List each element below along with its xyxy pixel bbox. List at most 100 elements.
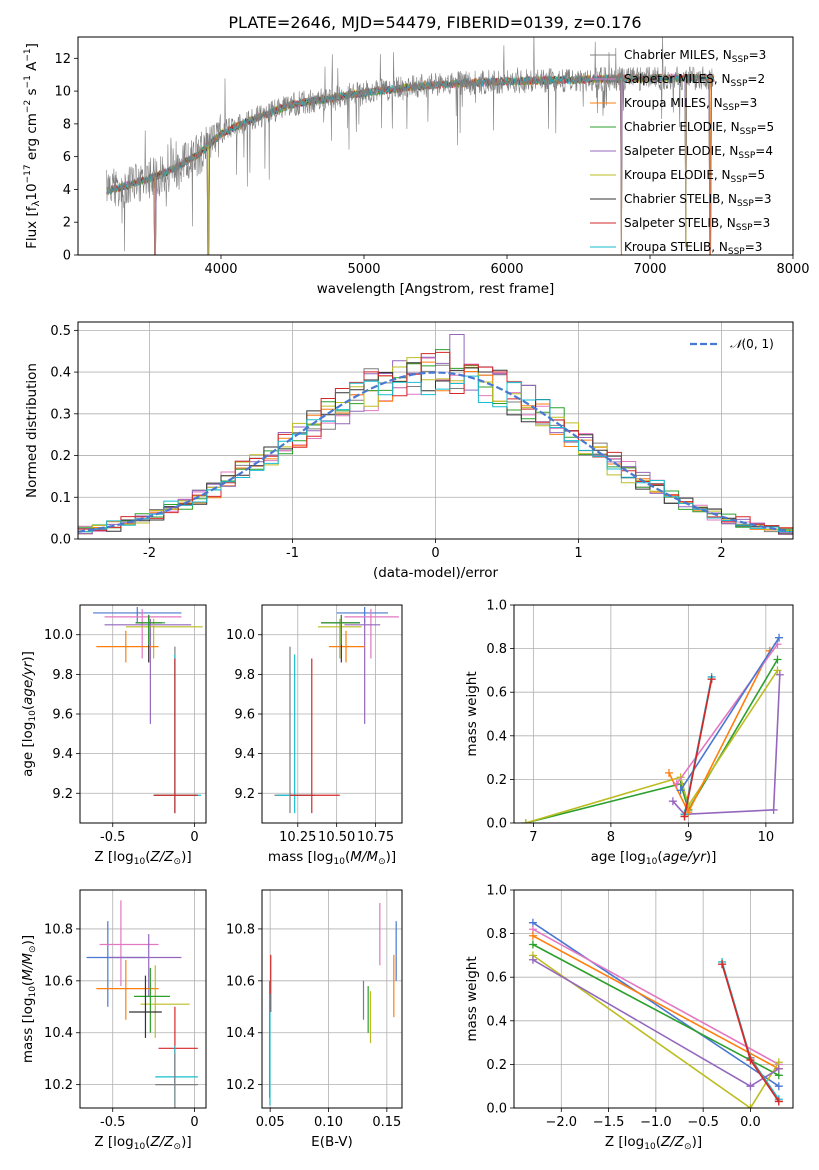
y-axis-label-part: ]: [24, 43, 40, 48]
y-tick-label: 0.3: [50, 407, 71, 422]
legend-entry-text: Salpeter ELODIE, N: [624, 144, 738, 158]
x-axis-label-part: 10: [134, 1142, 146, 1152]
x-tick-label: 10: [758, 830, 775, 845]
y-axis-label-part: λ: [31, 201, 42, 207]
legend-entry-text: Chabrier STELIB, N: [624, 192, 737, 206]
y-axis-label: Normed distribution: [24, 363, 40, 498]
legend-entry-sub: SSP: [731, 79, 748, 89]
y-axis-label-part: mass weight: [464, 671, 480, 756]
y-tick-label: 0.0: [486, 817, 507, 832]
plus-marker: [668, 797, 677, 806]
legend-entry: Salpeter MILES, NSSP=2: [624, 72, 765, 89]
x-tick-label: 10.50: [318, 830, 355, 845]
plot-area-mass_vs_EBV: [268, 902, 397, 1106]
y-axis-label-part: −1: [23, 48, 33, 61]
mass-weight-line: [525, 659, 779, 823]
x-axis-label-part: (: [656, 1134, 661, 1150]
errorbar-point: [96, 960, 159, 1020]
legend-entry-suffix: =3: [740, 96, 758, 110]
legend-entry: 𝒩(0, 1): [730, 337, 774, 351]
x-axis-label: wavelength [Angstrom, rest frame]: [317, 281, 555, 297]
x-axis-label-part: (: [657, 849, 662, 865]
panel-residuals: -2 -1 0 1 2 0.0 0.1 0.2 0.3 0.4 0.5 𝒩(0, 1) (data-mo…: [24, 321, 794, 581]
y-tick-label: 9.8: [52, 668, 73, 683]
y-axis-label-part: ⊙: [28, 945, 38, 953]
x-axis-label-part: )]: [181, 849, 192, 865]
y-tick-label: 0.4: [50, 366, 71, 381]
mass-weight-line: [672, 674, 781, 816]
plot-area-age_vs_mass: [274, 606, 399, 814]
y-tick-label: 10.6: [44, 974, 73, 989]
legend-entry: Kroupa ELODIE, NSSP=5: [624, 168, 765, 185]
y-tick-label: 6: [63, 150, 71, 165]
y-tick-label: 10.2: [226, 1078, 255, 1093]
legend-entry-sub: SSP: [728, 247, 745, 257]
x-axis-label-part: ⊙: [174, 1142, 182, 1152]
x-tick-label: 0.0: [740, 1115, 761, 1130]
x-tick-label: 0.10: [314, 1115, 343, 1130]
plot-area-mass_vs_Z: [86, 900, 198, 1108]
y-axis-label-part: mass [log: [20, 998, 36, 1064]
plus-marker: [707, 675, 716, 684]
x-tick-label: 0: [190, 1115, 198, 1130]
errorbar-point: [135, 614, 166, 645]
plus-marker: [769, 805, 778, 814]
x-axis-label-part: Z [log: [94, 1134, 133, 1150]
y-axis-label-part: 10: [28, 710, 38, 722]
plus-marker: [746, 1104, 755, 1108]
x-axis-label: E(B-V): [311, 1134, 353, 1150]
x-tick-label: 1: [574, 546, 582, 561]
y-tick-label: 0.2: [50, 449, 71, 464]
axes-frame: [77, 36, 794, 256]
axes-frame: [261, 889, 403, 1109]
x-tick-label: −1.0: [640, 1115, 672, 1130]
y-tick-label: 10.0: [44, 628, 73, 643]
x-axis-label-part: Z [log: [94, 849, 133, 865]
plus-marker: [773, 655, 782, 664]
errorbar-point: [134, 967, 170, 1033]
mass-weight-line: [525, 669, 779, 823]
legend-entry: Kroupa MILES, NSSP=3: [624, 96, 757, 113]
plot-area-age_vs_Z: [93, 606, 203, 814]
x-axis-label-part: age/yr: [663, 849, 708, 865]
x-axis-label-part: M/M: [350, 849, 378, 865]
y-axis-label-part: A: [24, 61, 40, 75]
errorbar-point: [321, 614, 360, 645]
x-tick-label: 0.05: [256, 1115, 285, 1130]
x-axis-label-part: )]: [386, 849, 397, 865]
plus-marker: [774, 1097, 783, 1106]
x-axis-label: mass [log10(M/M⊙)]: [268, 849, 396, 867]
x-tick-label: −1.5: [593, 1115, 625, 1130]
errorbar-point: [344, 618, 381, 724]
legend-entry-sub: SSP: [723, 103, 740, 113]
legend-entry-suffix: =3: [753, 216, 771, 230]
y-tick-label: 12: [54, 52, 71, 67]
y-tick-label: 9.6: [52, 708, 73, 723]
y-axis-label: Flux [fλ10−17 erg cm−2 s−1 A−1]: [23, 43, 42, 249]
y-tick-label: 1.0: [486, 884, 507, 899]
plus-marker: [528, 955, 537, 964]
y-axis-label: mass weight: [464, 671, 480, 756]
y-tick-label: 0.1: [50, 491, 71, 506]
plus-marker: [775, 670, 784, 679]
plus-marker: [774, 1064, 783, 1073]
y-axis-label: age [log10(age/yr)]: [20, 651, 38, 777]
plus-marker: [718, 960, 727, 969]
errorbar-point: [129, 975, 162, 1038]
legend-entry-text: Chabrier MILES, N: [624, 48, 732, 62]
x-axis-label-part: 10: [646, 857, 658, 867]
histogram-step: [78, 362, 793, 535]
plus-marker: [774, 1082, 783, 1091]
y-axis-label-part: mass weight: [464, 956, 480, 1041]
x-tick-label: 10.25: [279, 830, 316, 845]
x-axis-label: Z [log10(Z/Z⊙)]: [605, 1134, 702, 1152]
plus-marker: [680, 812, 689, 821]
legend-entry: Salpeter STELIB, NSSP=3: [624, 216, 770, 233]
errorbar-point: [93, 606, 182, 623]
errorbar-point: [140, 965, 190, 1038]
x-tick-label: 7000: [633, 262, 666, 277]
y-tick-label: 0.2: [486, 1058, 507, 1073]
